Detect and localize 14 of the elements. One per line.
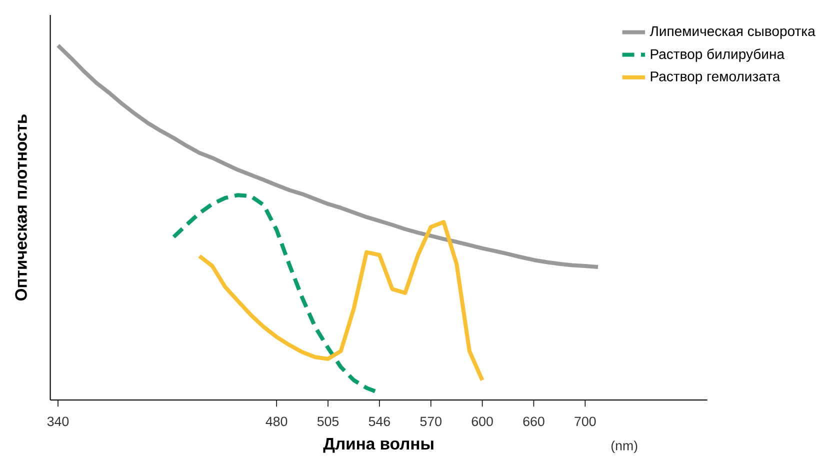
legend-label: Раствор гемолизата: [650, 72, 780, 84]
x-tick-label: 505: [317, 416, 339, 426]
legend-label: Липемическая сыворотка: [650, 26, 816, 39]
x-tick-label: 570: [420, 416, 442, 426]
x-tick-label: 600: [472, 416, 493, 426]
x-tick-label: 660: [523, 416, 544, 426]
x-axis-title: Длина волны: [323, 438, 434, 453]
legend-label: Раствор билирубина: [650, 48, 785, 62]
x-tick-label: 480: [266, 416, 288, 426]
text: (nm): [611, 440, 638, 454]
y-axis-title: Оптическая плотность: [15, 114, 27, 301]
x-tick-label: 340: [47, 416, 69, 426]
x-tick-label: 700: [574, 416, 596, 426]
x-tick-label: 546: [368, 416, 390, 426]
